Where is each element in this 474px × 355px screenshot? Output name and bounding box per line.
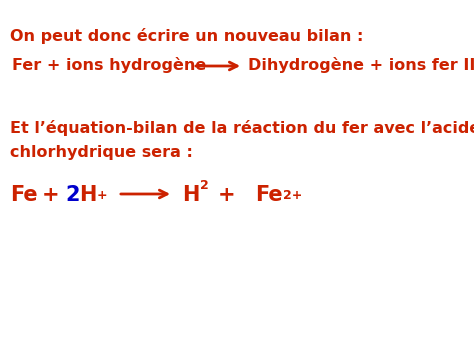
Text: Fe: Fe (255, 185, 283, 205)
Text: +: + (218, 185, 236, 205)
Text: On peut donc écrire un nouveau bilan :: On peut donc écrire un nouveau bilan : (10, 28, 364, 44)
Text: 2: 2 (65, 185, 80, 205)
Text: +: + (42, 185, 60, 205)
Text: Dihydrogène + ions fer II: Dihydrogène + ions fer II (248, 57, 474, 73)
Text: chlorhydrique sera :: chlorhydrique sera : (10, 145, 193, 160)
Text: H: H (79, 185, 96, 205)
Text: Fer + ions hydrogène: Fer + ions hydrogène (12, 57, 206, 73)
Text: Et l’équation-bilan de la réaction du fer avec l’acide: Et l’équation-bilan de la réaction du fe… (10, 120, 474, 136)
Text: 2+: 2+ (283, 189, 302, 202)
Text: H: H (182, 185, 200, 205)
Text: Fe: Fe (10, 185, 37, 205)
Text: 2: 2 (200, 179, 209, 192)
Text: +: + (97, 189, 108, 202)
